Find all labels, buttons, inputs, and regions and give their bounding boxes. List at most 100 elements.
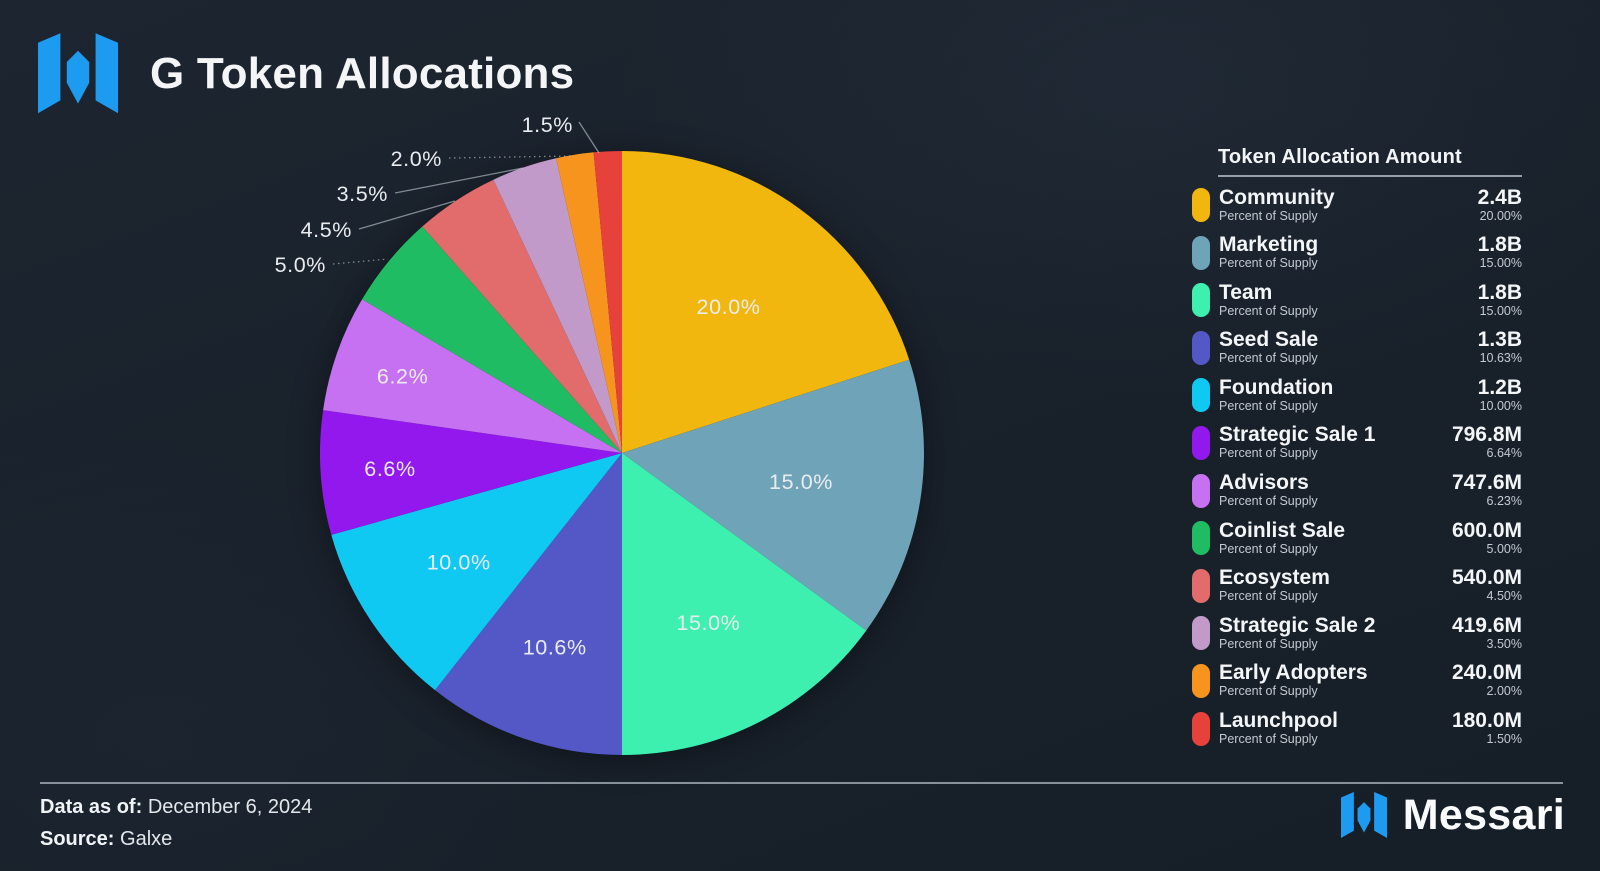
legend-swatch-marketing	[1192, 235, 1210, 270]
legend-swatch-community	[1192, 188, 1210, 222]
legend-panel: Token Allocation Amount Community Percent…	[1192, 146, 1522, 756]
legend-item-percent: 20.00%	[1479, 208, 1522, 223]
pie-slice-marketing	[622, 359, 924, 631]
legend-item-name: Marketing	[1219, 233, 1319, 257]
legend-item-percent: 4.50%	[1486, 589, 1522, 604]
pie-slice-team	[622, 453, 867, 755]
legend-item-amount: 540.0M	[1451, 566, 1522, 590]
pie-label-team: 15.0%	[676, 611, 740, 635]
legend-item-amount: 600.0M	[1451, 518, 1522, 542]
pie-slice-early-adopters	[556, 152, 622, 454]
legend-item-values: 540.0M 4.50%	[1452, 567, 1522, 604]
legend-item-values: 747.6M 6.23%	[1452, 472, 1522, 509]
legend-item-percent: 15.00%	[1479, 256, 1522, 271]
legend-item-amount: 419.6M	[1451, 613, 1522, 637]
legend-item-subtitle: Percent of Supply	[1219, 589, 1318, 604]
legend-item-amount: 2.4B	[1477, 185, 1522, 209]
pie-leader-line-early-adopters	[448, 155, 575, 159]
legend-item-text: Marketing Percent of Supply	[1219, 234, 1478, 271]
legend-item-text: Ecosystem Percent of Supply	[1219, 567, 1452, 604]
legend-item-foundation: Foundation Percent of Supply 1.2B 10.00%	[1192, 375, 1522, 415]
legend-item-subtitle: Percent of Supply	[1219, 636, 1318, 651]
legend-swatch-ecosystem	[1192, 568, 1210, 603]
legend-item-values: 180.0M 1.50%	[1452, 710, 1522, 747]
header: G Token Allocations	[38, 30, 574, 118]
legend-item-amount: 747.6M	[1451, 471, 1522, 495]
pie-leader-line-launchpool	[578, 121, 600, 154]
pie-label-coinlist-sale: 5.0%	[275, 253, 326, 277]
legend-item-seed-sale: Seed Sale Percent of Supply 1.3B 10.63%	[1192, 328, 1522, 368]
legend-item-values: 1.3B 10.63%	[1478, 329, 1522, 366]
legend-item-name: Strategic Sale 2	[1219, 613, 1376, 637]
pie-slice-ecosystem	[422, 179, 622, 453]
pie-slice-coinlist-sale	[362, 226, 622, 453]
legend-rows: Community Percent of Supply 2.4B 20.00% Mark…	[1192, 185, 1522, 749]
pie-slice-foundation	[331, 453, 622, 691]
legend-item-percent: 10.00%	[1479, 398, 1522, 413]
legend-item-text: Community Percent of Supply	[1219, 186, 1478, 224]
source-label: Source:	[40, 828, 115, 850]
legend-item-subtitle: Percent of Supply	[1219, 446, 1318, 461]
legend-item-coinlist-sale: Coinlist Sale Percent of Supply 600.0M 5.00…	[1192, 518, 1522, 558]
legend-item-values: 2.4B 20.00%	[1477, 185, 1522, 224]
legend-item-text: Early Adopters Percent of Supply	[1219, 662, 1452, 699]
legend-item-values: 240.0M 2.00%	[1452, 662, 1522, 699]
legend-item-percent: 5.00%	[1486, 541, 1522, 556]
legend-item-subtitle: Percent of Supply	[1219, 256, 1318, 271]
legend-item-subtitle: Percent of Supply	[1219, 494, 1318, 509]
source-value: Galxe	[120, 828, 173, 850]
legend-swatch-coinlist-sale	[1192, 521, 1210, 556]
footer-divider	[40, 782, 1563, 784]
pie-slices	[320, 150, 924, 755]
page-title: G Token Allocations	[150, 49, 575, 98]
legend-item-percent: 6.23%	[1486, 494, 1522, 509]
pie-label-early-adopters: 2.0%	[391, 147, 442, 171]
legend-item-amount: 1.2B	[1477, 375, 1522, 399]
brand-wordmark: Messari	[1402, 791, 1565, 839]
pie-label-community: 20.0%	[697, 295, 761, 319]
pie-slice-community	[622, 151, 910, 453]
legend-item-percent: 3.50%	[1486, 636, 1522, 651]
legend-item-amount: 180.0M	[1451, 709, 1522, 733]
legend-item-name: Coinlist Sale	[1219, 518, 1346, 542]
legend-item-subtitle: Percent of Supply	[1219, 351, 1318, 366]
pie-labels: 20.0% 15.0% 15.0% 10.6% 10.0% 6.6% 6.2% 5.0% 4.5…	[275, 113, 833, 660]
pie-label-strategic-sale-2: 3.5%	[337, 182, 388, 206]
messari-logo-icon	[1340, 792, 1387, 839]
legend-item-subtitle: Percent of Supply	[1219, 303, 1318, 318]
pie-slice-launchpool	[593, 150, 622, 453]
legend-item-marketing: Marketing Percent of Supply 1.8B 15.00%	[1192, 233, 1522, 273]
legend-item-text: Team Percent of Supply	[1219, 281, 1478, 319]
legend-item-percent: 6.64%	[1486, 446, 1522, 461]
legend-item-name: Strategic Sale 1	[1219, 423, 1376, 447]
legend-swatch-strategic-sale-1	[1192, 425, 1210, 460]
legend-item-strategic-sale-1: Strategic Sale 1 Percent of Supply 796.8M 6…	[1192, 423, 1522, 463]
legend-item-values: 796.8M 6.64%	[1452, 424, 1522, 461]
legend-item-text: Strategic Sale 2 Percent of Supply	[1219, 613, 1452, 652]
legend-item-amount: 796.8M	[1451, 423, 1522, 447]
data-as-of: Data as of: December 6, 2024	[40, 794, 312, 826]
pie-label-advisors: 6.2%	[377, 364, 428, 388]
messari-logo-icon	[38, 33, 118, 114]
legend-item-values: 600.0M 5.00%	[1451, 518, 1522, 557]
legend-item-name: Early Adopters	[1219, 661, 1368, 685]
pie-slice-strategic-sale-1	[320, 410, 622, 535]
legend-item-launchpool: Launchpool Percent of Supply 180.0M 1.50%	[1192, 709, 1522, 749]
legend-swatch-seed-sale	[1192, 330, 1210, 365]
pie-leader-line-coinlist-sale	[332, 258, 389, 265]
legend-item-values: 1.2B 10.00%	[1477, 375, 1522, 414]
legend-item-percent: 2.00%	[1486, 684, 1522, 699]
legend-item-name: Ecosystem	[1219, 566, 1330, 590]
pie-label-seed-sale: 10.6%	[523, 636, 587, 660]
data-as-of-value: December 6, 2024	[147, 796, 313, 818]
legend-item-text: Launchpool Percent of Supply	[1219, 710, 1452, 747]
legend-item-values: 1.8B 15.00%	[1478, 281, 1522, 319]
data-as-of-label: Data as of:	[40, 796, 143, 818]
pie-label-launchpool: 1.5%	[522, 113, 573, 137]
legend-item-amount: 1.8B	[1477, 233, 1522, 257]
pie-label-foundation: 10.0%	[427, 551, 491, 575]
legend-item-early-adopters: Early Adopters Percent of Supply 240.0M 2.0…	[1192, 661, 1522, 701]
legend-item-text: Strategic Sale 1 Percent of Supply	[1219, 424, 1452, 461]
legend-item-text: Advisors Percent of Supply	[1219, 472, 1452, 509]
